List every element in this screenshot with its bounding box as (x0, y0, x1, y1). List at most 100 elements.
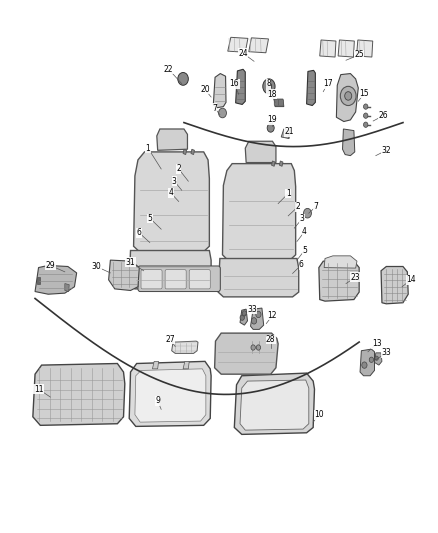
Text: 9: 9 (155, 397, 160, 405)
Text: 33: 33 (381, 349, 391, 357)
Polygon shape (343, 129, 355, 156)
Circle shape (364, 122, 368, 127)
Text: 28: 28 (266, 335, 276, 344)
Circle shape (340, 86, 356, 106)
Polygon shape (279, 161, 283, 166)
Polygon shape (274, 99, 284, 107)
Polygon shape (183, 361, 189, 369)
Text: 18: 18 (267, 90, 276, 99)
Polygon shape (234, 373, 314, 434)
Polygon shape (240, 309, 247, 325)
Polygon shape (35, 265, 77, 294)
Text: 24: 24 (238, 49, 248, 58)
Text: 4: 4 (168, 189, 173, 197)
Circle shape (251, 345, 255, 350)
Text: 32: 32 (381, 146, 391, 155)
FancyBboxPatch shape (165, 270, 186, 289)
Polygon shape (135, 369, 206, 422)
Polygon shape (374, 353, 382, 365)
Polygon shape (33, 364, 125, 425)
Circle shape (375, 356, 378, 360)
Text: 3: 3 (300, 214, 305, 223)
Polygon shape (129, 361, 211, 426)
Text: 10: 10 (314, 410, 324, 419)
Text: 1: 1 (146, 144, 150, 152)
Polygon shape (228, 37, 248, 52)
Text: 22: 22 (164, 65, 173, 74)
Text: 27: 27 (165, 335, 175, 344)
Text: 3: 3 (172, 177, 177, 185)
Polygon shape (65, 284, 69, 292)
Circle shape (256, 311, 261, 318)
Circle shape (364, 104, 368, 109)
Circle shape (178, 72, 188, 85)
Text: 6: 6 (137, 229, 142, 237)
Text: 12: 12 (268, 311, 277, 320)
Text: 4: 4 (302, 228, 307, 236)
Polygon shape (320, 40, 336, 57)
Circle shape (263, 79, 275, 94)
Text: 5: 5 (302, 246, 307, 255)
Text: 7: 7 (212, 104, 217, 112)
Circle shape (240, 315, 244, 320)
FancyBboxPatch shape (189, 270, 210, 289)
FancyBboxPatch shape (274, 100, 279, 106)
Circle shape (362, 362, 367, 368)
Text: 29: 29 (46, 261, 55, 270)
Text: 2: 2 (177, 165, 181, 173)
Circle shape (345, 92, 352, 100)
Polygon shape (236, 69, 245, 104)
Text: 33: 33 (247, 305, 257, 313)
Polygon shape (249, 340, 265, 354)
Text: 25: 25 (354, 51, 364, 59)
Text: 23: 23 (351, 273, 360, 281)
Polygon shape (129, 251, 211, 289)
Text: 6: 6 (299, 261, 304, 269)
Polygon shape (37, 277, 40, 284)
Text: 2: 2 (296, 203, 300, 211)
FancyBboxPatch shape (279, 100, 283, 106)
Polygon shape (281, 129, 290, 139)
Polygon shape (324, 256, 357, 268)
Text: 30: 30 (92, 262, 101, 271)
Polygon shape (357, 40, 373, 57)
Text: 8: 8 (266, 79, 271, 88)
Text: 31: 31 (126, 258, 135, 266)
Polygon shape (152, 361, 159, 369)
Circle shape (304, 208, 311, 218)
Circle shape (364, 113, 368, 118)
Circle shape (266, 83, 272, 90)
Polygon shape (307, 70, 315, 106)
Text: 20: 20 (200, 85, 210, 94)
Polygon shape (249, 38, 268, 53)
FancyBboxPatch shape (138, 266, 220, 292)
Polygon shape (191, 149, 194, 155)
Polygon shape (223, 164, 296, 260)
Text: 13: 13 (372, 340, 381, 348)
Polygon shape (134, 152, 209, 252)
Polygon shape (245, 141, 276, 163)
Circle shape (242, 311, 247, 316)
Polygon shape (360, 349, 374, 376)
Polygon shape (213, 74, 226, 108)
Polygon shape (109, 260, 139, 290)
Text: 5: 5 (148, 214, 153, 223)
Polygon shape (338, 40, 354, 57)
Text: 11: 11 (34, 385, 43, 393)
Polygon shape (183, 149, 187, 155)
Polygon shape (172, 341, 198, 353)
Polygon shape (381, 266, 408, 304)
Text: 7: 7 (314, 202, 319, 211)
Polygon shape (215, 333, 278, 374)
Circle shape (369, 357, 374, 362)
Text: 17: 17 (323, 79, 332, 88)
Polygon shape (272, 161, 275, 166)
Polygon shape (240, 380, 309, 430)
Polygon shape (336, 74, 358, 122)
Circle shape (219, 108, 226, 118)
Text: 14: 14 (406, 276, 416, 284)
Polygon shape (251, 308, 264, 329)
Circle shape (267, 124, 274, 132)
Polygon shape (157, 129, 187, 150)
Circle shape (256, 345, 261, 350)
